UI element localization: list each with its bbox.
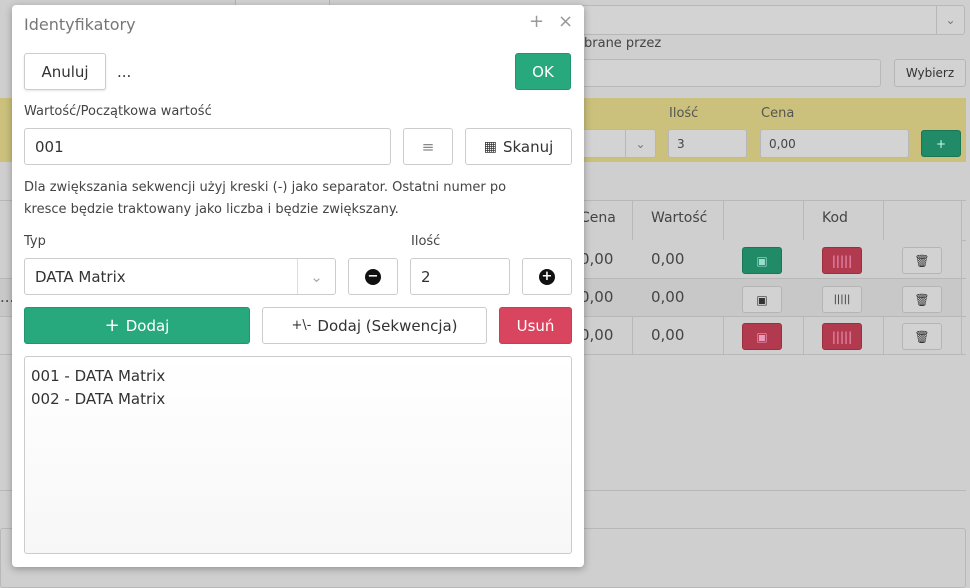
bg-price-input: 0,00: [760, 129, 909, 158]
quantity-label: Ilość: [411, 234, 441, 249]
bg-price-label: Cena: [761, 106, 795, 121]
bg-add-button: +: [921, 130, 961, 157]
trash-icon: 🗑: [914, 329, 930, 344]
plus-circle-icon: +: [539, 268, 555, 285]
identifiers-list[interactable]: 001 - DATA Matrix 002 - DATA Matrix: [24, 356, 572, 554]
th-cena: Cena: [580, 210, 616, 226]
list-item[interactable]: 002 - DATA Matrix: [31, 390, 166, 408]
th-wartosc: Wartość: [651, 210, 708, 226]
cancel-button[interactable]: Anuluj: [24, 53, 106, 90]
value-input[interactable]: 001: [24, 128, 391, 165]
type-label: Typ: [24, 234, 46, 249]
delete-button: 🗑: [902, 286, 942, 313]
bg-sorted-by-label: brane przez: [584, 36, 662, 51]
barcode-button: |||||: [822, 286, 862, 313]
bg-product-select: ⌄: [570, 129, 656, 158]
ok-button[interactable]: OK: [515, 53, 571, 90]
delete-button: 🗑: [902, 323, 942, 350]
box-icon: ▣: [756, 292, 768, 307]
chevron-down-icon: ⌄: [936, 6, 964, 34]
format-button[interactable]: ≡: [403, 128, 453, 165]
scan-button[interactable]: ▦ Skanuj: [465, 128, 572, 165]
trash-icon: 🗑: [914, 292, 930, 307]
barcode-icon: |||||: [831, 329, 853, 344]
bg-quantity-label: Ilość: [669, 106, 699, 121]
add-button[interactable]: + Dodaj: [24, 307, 250, 344]
box-button: ▣: [742, 247, 782, 274]
ellipsis-text: ...: [117, 63, 132, 81]
plus-icon: +: [104, 315, 120, 336]
barcode-icon: |||||: [831, 253, 853, 268]
barcode-button: |||||: [822, 323, 862, 350]
box-button: ▣: [742, 323, 782, 350]
trash-icon: 🗑: [914, 253, 930, 268]
box-icon: ▣: [756, 329, 768, 344]
type-select[interactable]: DATA Matrix ⌄: [24, 258, 336, 295]
bg-top-select: ⌄: [560, 5, 965, 35]
value-label: Wartość/Początkowa wartość: [24, 104, 212, 119]
bg-quantity-input: 3: [668, 129, 747, 158]
bg-sorted-by-input: [560, 59, 881, 87]
qr-code-icon: ▦: [483, 138, 497, 155]
barcode-icon: |||||: [833, 294, 851, 305]
add-sequence-button[interactable]: +\- Dodaj (Sekwencja): [262, 307, 487, 344]
delete-button: 🗑: [902, 247, 942, 274]
chevron-down-icon: ⌄: [297, 259, 335, 294]
minus-circle-icon: −: [365, 268, 381, 285]
list-item[interactable]: 001 - DATA Matrix: [31, 367, 166, 385]
increment-button[interactable]: +: [522, 258, 572, 295]
identifiers-dialog: Identyfikatory + × Anuluj ... OK Wartość…: [12, 5, 584, 567]
remove-button[interactable]: Usuń: [499, 307, 572, 344]
barcode-button: |||||: [822, 247, 862, 274]
bg-choose-button: Wybierz: [894, 59, 966, 87]
decrement-button[interactable]: −: [348, 258, 398, 295]
box-button: ▣: [742, 286, 782, 313]
box-icon: ▣: [756, 253, 768, 268]
dialog-title: Identyfikatory: [24, 15, 136, 34]
close-icon[interactable]: ×: [558, 11, 574, 32]
help-text: Dla zwiększania sekwencji użyj kreski (-…: [24, 180, 507, 217]
quantity-input[interactable]: 2: [410, 258, 510, 295]
maximize-icon[interactable]: +: [529, 11, 545, 32]
chevron-down-icon: ⌄: [625, 130, 655, 157]
align-icon: ≡: [421, 137, 435, 156]
plus-minus-icon: +\-: [291, 318, 312, 333]
th-kod: Kod: [822, 210, 848, 226]
